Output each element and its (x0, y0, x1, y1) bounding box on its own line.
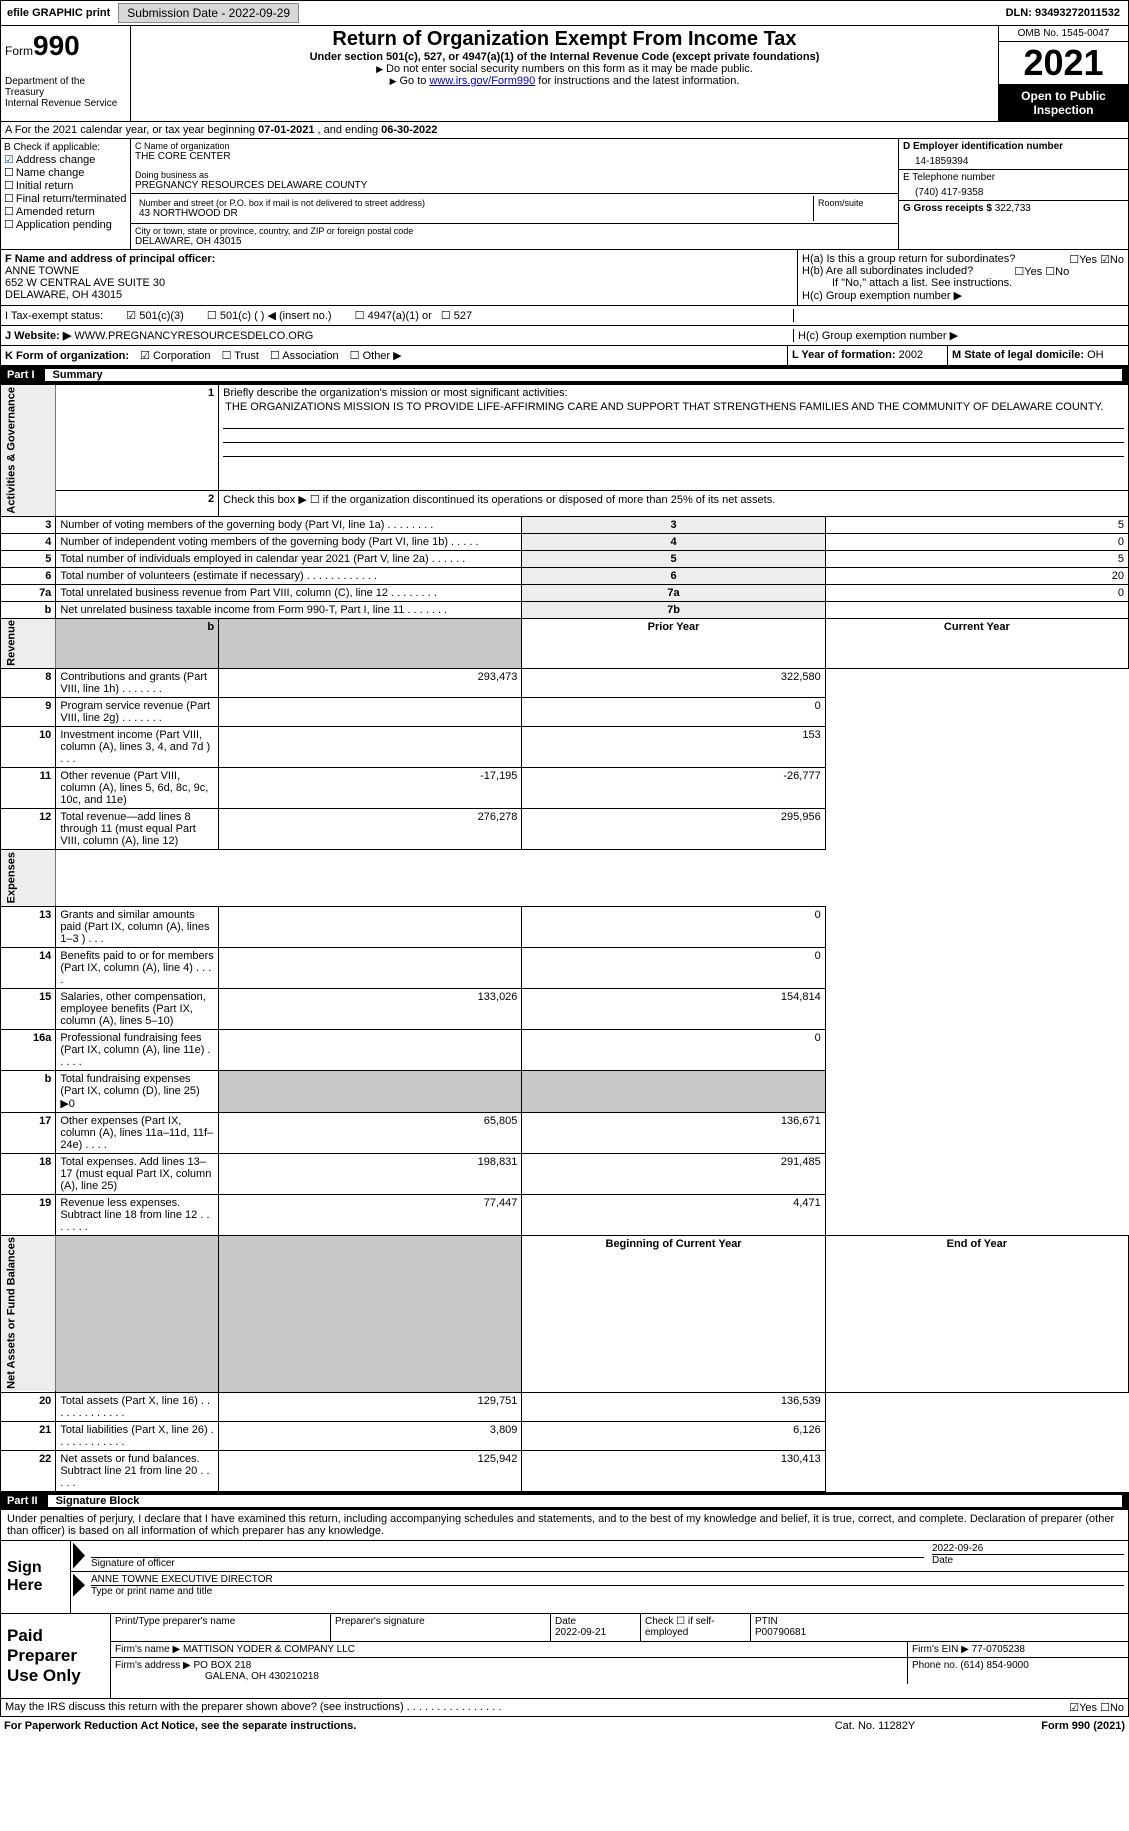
footer: For Paperwork Reduction Act Notice, see … (0, 1717, 1129, 1735)
mission-text: THE ORGANIZATIONS MISSION IS TO PROVIDE … (223, 399, 1124, 415)
preparer-block: Paid Preparer Use Only Print/Type prepar… (0, 1614, 1129, 1699)
table-row: 3Number of voting members of the governi… (1, 516, 1129, 533)
table-row: 16aProfessional fundraising fees (Part I… (1, 1029, 1129, 1070)
city-cell: City or town, state or province, country… (131, 224, 898, 249)
table-row: 7aTotal unrelated business revenue from … (1, 584, 1129, 601)
form-header: Form990 Department of the Treasury Inter… (0, 26, 1129, 122)
table-row: 19Revenue less expenses. Subtract line 1… (1, 1194, 1129, 1235)
checkbox-item[interactable]: Initial return (4, 179, 127, 192)
part2-header: Part II Signature Block (0, 1492, 1129, 1510)
website-row: J Website: ▶ WWW.PREGNANCYRESOURCESDELCO… (0, 326, 1129, 346)
checkbox-item[interactable]: Address change (4, 153, 127, 166)
summary-table: Activities & Governance 1 Briefly descri… (0, 384, 1129, 1492)
table-row: 10Investment income (Part VIII, column (… (1, 727, 1129, 768)
sig-date: 2022-09-26 (932, 1543, 1124, 1554)
section-revenue: Revenue (1, 618, 56, 669)
form-note2: Go to www.irs.gov/Form990 for instructio… (135, 75, 994, 87)
section-governance: Activities & Governance (1, 385, 56, 517)
discuss-row: May the IRS discuss this return with the… (0, 1699, 1129, 1717)
main-info-block: B Check if applicable: Address changeNam… (0, 139, 1129, 250)
org-name-cell: C Name of organization THE CORE CENTER D… (131, 139, 898, 194)
irs-link[interactable]: www.irs.gov/Form990 (429, 75, 535, 87)
street-cell: Number and street (or P.O. box if mail i… (131, 194, 898, 224)
phone-cell: E Telephone number (740) 417-9358 (899, 170, 1128, 201)
hdr-begin: Beginning of Current Year (522, 1235, 825, 1392)
form-subtitle: Under section 501(c), 527, or 4947(a)(1)… (135, 51, 994, 63)
table-row: 6Total number of volunteers (estimate if… (1, 567, 1129, 584)
table-row: 12Total revenue—add lines 8 through 11 (… (1, 809, 1129, 850)
part1-header: Part I Summary (0, 366, 1129, 384)
officer-addr1: 652 W CENTRAL AVE SUITE 30 (5, 277, 165, 289)
penalties-text: Under penalties of perjury, I declare th… (0, 1510, 1129, 1541)
q1-label: Briefly describe the organization's miss… (223, 387, 1124, 399)
officer-name: ANNE TOWNE (5, 265, 79, 277)
tax-status-row: I Tax-exempt status: ☑ 501(c)(3) ☐ 501(c… (0, 306, 1129, 326)
receipts-cell: G Gross receipts $ 322,733 (899, 201, 1128, 216)
table-row: 15Salaries, other compensation, employee… (1, 988, 1129, 1029)
table-row: 22Net assets or fund balances. Subtract … (1, 1450, 1129, 1491)
efile-label: efile GRAPHIC print (1, 7, 116, 19)
arrow-icon (73, 1574, 85, 1597)
checkbox-item[interactable]: Name change (4, 166, 127, 179)
table-row: 4Number of independent voting members of… (1, 533, 1129, 550)
sign-here-label: Sign Here (1, 1541, 71, 1613)
officer-addr2: DELAWARE, OH 43015 (5, 289, 122, 301)
hc-row: H(c) Group exemption number ▶ (802, 289, 1124, 302)
form-title: Return of Organization Exempt From Incom… (135, 28, 994, 51)
hdr-prior: Prior Year (522, 618, 825, 669)
table-row: 5Total number of individuals employed in… (1, 550, 1129, 567)
table-row: bTotal fundraising expenses (Part IX, co… (1, 1070, 1129, 1112)
col-b-checkboxes: B Check if applicable: Address changeNam… (1, 139, 131, 249)
row-k: K Form of organization: ☑ Corporation ☐ … (0, 346, 1129, 366)
hdr-end: End of Year (825, 1235, 1128, 1392)
checkbox-item[interactable]: Final return/terminated (4, 192, 127, 205)
form-number: Form990 (5, 30, 126, 62)
sig-officer-label: Signature of officer (91, 1557, 924, 1569)
hb-note: If "No," attach a list. See instructions… (802, 277, 1124, 289)
table-row: 21Total liabilities (Part X, line 26) . … (1, 1421, 1129, 1450)
q2-text: Check this box ▶ ☐ if the organization d… (219, 491, 1129, 516)
ein-cell: D Employer identification number 14-1859… (899, 139, 1128, 170)
row-a-tax-year: A For the 2021 calendar year, or tax yea… (0, 122, 1129, 139)
open-inspection: Open to Public Inspection (999, 85, 1128, 121)
table-row: bNet unrelated business taxable income f… (1, 601, 1129, 618)
table-row: 18Total expenses. Add lines 13–17 (must … (1, 1153, 1129, 1194)
tax-year: 2021 (999, 42, 1128, 85)
officer-group-block: F Name and address of principal officer:… (0, 250, 1129, 306)
arrow-icon (73, 1543, 85, 1569)
checkbox-item[interactable]: Amended return (4, 205, 127, 218)
section-netassets: Net Assets or Fund Balances (1, 1235, 56, 1392)
sign-here-block: Sign Here Signature of officer 2022-09-2… (0, 1541, 1129, 1614)
hdr-current: Current Year (825, 618, 1128, 669)
submission-date-button[interactable]: Submission Date - 2022-09-29 (118, 3, 299, 23)
checkbox-item[interactable]: Application pending (4, 218, 127, 231)
table-row: 20Total assets (Part X, line 16) . . . .… (1, 1392, 1129, 1421)
ha-row: H(a) Is this a group return for subordin… (802, 253, 1124, 265)
table-row: 14Benefits paid to or for members (Part … (1, 947, 1129, 988)
table-row: 8Contributions and grants (Part VIII, li… (1, 669, 1129, 698)
officer-label: F Name and address of principal officer: (5, 253, 215, 265)
table-row: 11Other revenue (Part VIII, column (A), … (1, 768, 1129, 809)
omb-number: OMB No. 1545-0047 (999, 26, 1128, 42)
table-row: 17Other expenses (Part IX, column (A), l… (1, 1112, 1129, 1153)
table-row: 9Program service revenue (Part VIII, lin… (1, 698, 1129, 727)
form-note1: Do not enter social security numbers on … (135, 63, 994, 75)
section-expenses: Expenses (1, 850, 56, 906)
topbar: efile GRAPHIC print Submission Date - 20… (0, 0, 1129, 26)
department: Department of the Treasury Internal Reve… (5, 76, 126, 109)
dln-label: DLN: 93493272011532 (998, 7, 1128, 19)
preparer-label: Paid Preparer Use Only (1, 1614, 111, 1698)
hb-row: H(b) Are all subordinates included?☐Yes … (802, 265, 1124, 277)
sig-name: ANNE TOWNE EXECUTIVE DIRECTOR (91, 1574, 1124, 1585)
table-row: 13Grants and similar amounts paid (Part … (1, 906, 1129, 947)
col-b-title: B Check if applicable: (4, 142, 127, 153)
